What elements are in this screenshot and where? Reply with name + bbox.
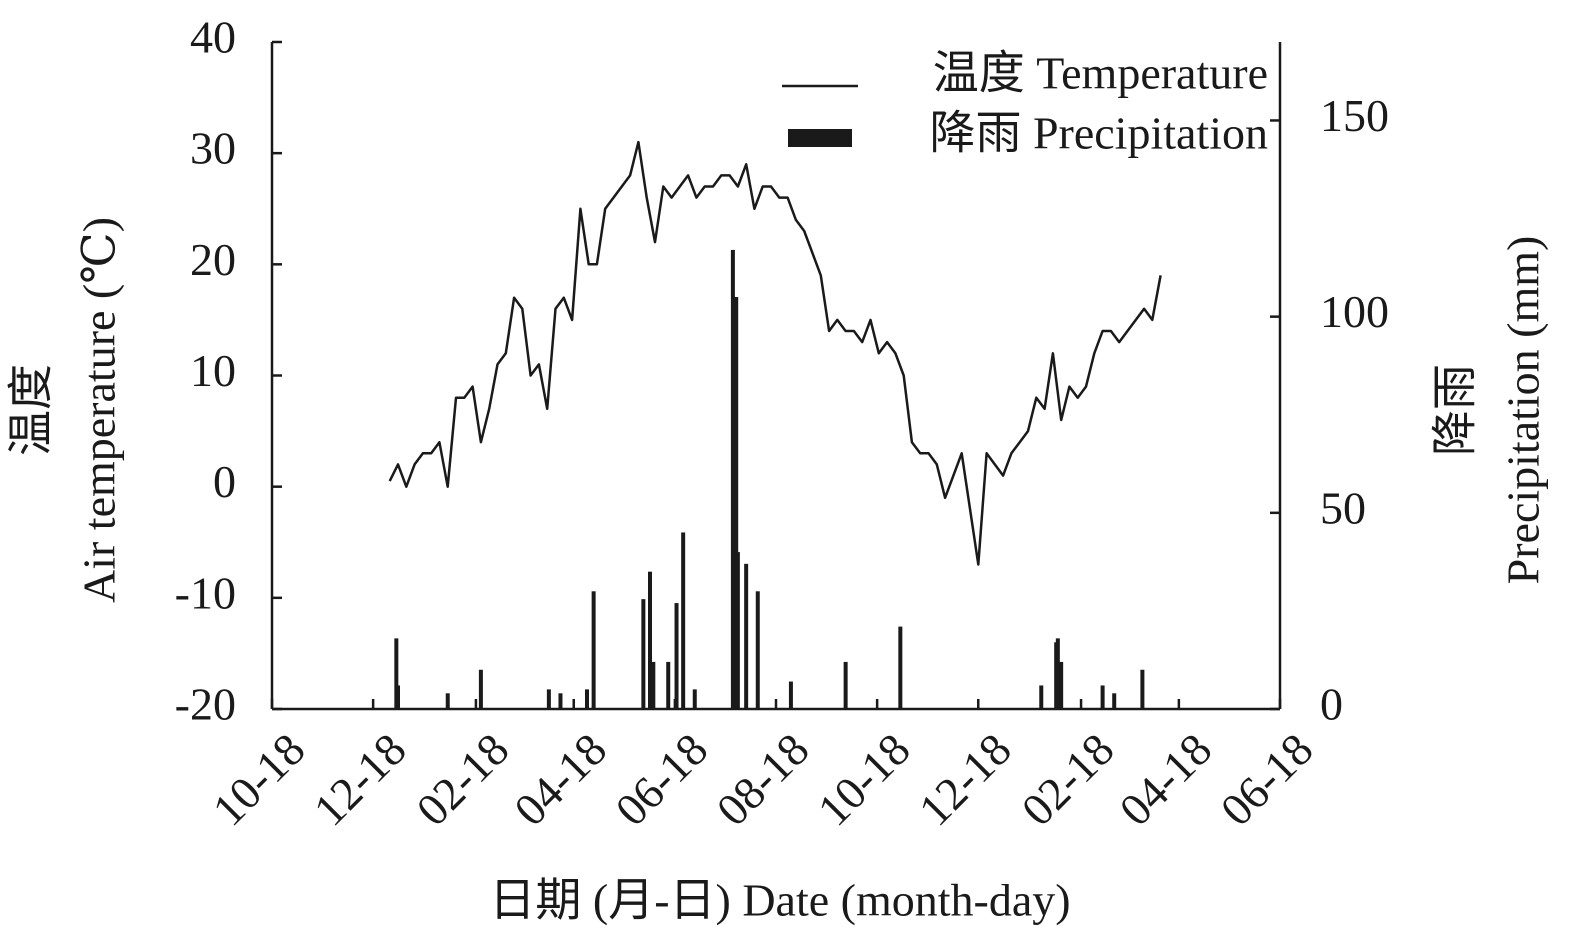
precipitation-bar (1055, 638, 1060, 709)
precipitation-bar (585, 689, 589, 709)
y-tick-label: 40 (190, 12, 236, 63)
x-tick-label: 06-18 (1211, 723, 1323, 835)
precipitation-bar (843, 661, 848, 709)
precipitation-bar (730, 249, 735, 709)
y2-axis-label: Precipitation (mm) (1498, 236, 1549, 585)
y2-tick-label: 100 (1320, 286, 1389, 337)
temperature-line (388, 140, 1162, 566)
x-tick-label: 04-18 (1109, 723, 1221, 835)
x-tick-label: 02-18 (407, 723, 519, 835)
legend-label: 温度 Temperature (933, 48, 1268, 99)
precipitation-bar (674, 603, 679, 709)
precipitation-bar (755, 591, 760, 709)
precipitation-bar (898, 626, 903, 709)
precipitation-bar (734, 297, 739, 709)
y-tick-label: 20 (190, 234, 236, 285)
precipitation-bar (788, 681, 793, 709)
y-axis-label: 温度 (6, 364, 57, 456)
y2-axis-label: 降雨 (1430, 364, 1481, 456)
precipitation-bar (396, 685, 400, 709)
precipitation-bar (666, 661, 671, 709)
y-tick-label: 0 (213, 456, 236, 507)
x-tick-label: 02-18 (1012, 723, 1124, 835)
y2-tick-label: 50 (1320, 482, 1366, 533)
x-tick-label: 06-18 (605, 723, 717, 835)
precipitation-bar (1039, 685, 1044, 709)
precipitation-bar (744, 563, 749, 709)
y-tick-label: -20 (175, 679, 236, 730)
x-tick-label: 12-18 (909, 723, 1021, 835)
precipitation-bar (1140, 669, 1145, 709)
x-axis-label: 日期 (月-日) Date (month-day) (489, 875, 1070, 926)
precipitation-bar (641, 599, 646, 709)
precipitation-bar (478, 669, 483, 709)
y2-tick-label: 150 (1320, 90, 1389, 141)
x-tick-label: 04-18 (504, 723, 616, 835)
legend-swatch (788, 129, 852, 147)
precipitation-bar (651, 661, 656, 709)
precipitation-bar (591, 591, 596, 709)
x-tick-label: 12-18 (304, 723, 416, 835)
precipitation-bar (692, 689, 697, 709)
precipitation-bar (394, 638, 399, 709)
x-tick-label: 10-18 (808, 723, 920, 835)
y-tick-label: 10 (190, 345, 236, 396)
precipitation-bar (1112, 693, 1117, 709)
precipitation-bar (558, 693, 563, 709)
x-tick-label: 08-18 (707, 723, 819, 835)
x-tick-label: 10-18 (203, 723, 315, 835)
y-axis-label: Air temperature (℃) (74, 217, 125, 603)
precipitation-bar (546, 689, 551, 709)
precipitation-bar (681, 532, 686, 709)
precipitation-bar (1100, 685, 1105, 709)
precipitation-bar (735, 552, 740, 709)
precipitation-bar (445, 693, 450, 709)
y-tick-label: -10 (175, 567, 236, 618)
legend-label: 降雨 Precipitation (929, 108, 1268, 159)
y2-tick-label: 0 (1320, 679, 1343, 730)
precipitation-bar (1059, 661, 1064, 709)
y-tick-label: 30 (190, 123, 236, 174)
precipitation-bar (648, 571, 652, 709)
